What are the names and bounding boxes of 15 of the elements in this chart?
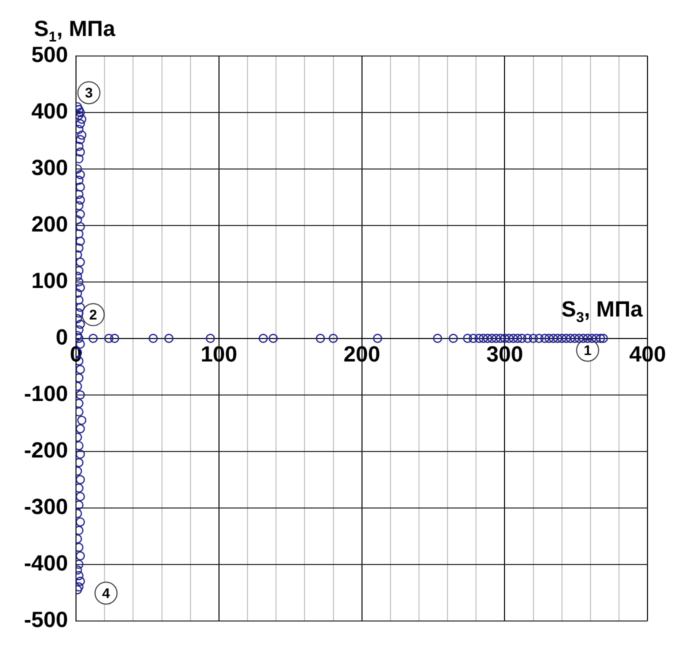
- y-tick-label: 200: [31, 212, 68, 237]
- y-tick-label: 100: [31, 268, 68, 293]
- annotation: 4: [102, 584, 110, 601]
- y-tick-label: -200: [24, 437, 68, 462]
- y-tick-label: 500: [31, 42, 68, 68]
- y-tick-label: -400: [24, 550, 68, 576]
- y-tick-label: -300: [24, 494, 68, 519]
- y-tick-label: 400: [31, 98, 68, 124]
- y-tick-label: 300: [31, 155, 68, 180]
- y-tick-label: -100: [24, 380, 68, 406]
- annotation: 1: [584, 342, 592, 358]
- annotation: 2: [89, 306, 98, 323]
- y-tick-label: -500: [24, 606, 68, 632]
- y-tick-label: 0: [56, 324, 68, 350]
- annotation: 3: [84, 84, 93, 101]
